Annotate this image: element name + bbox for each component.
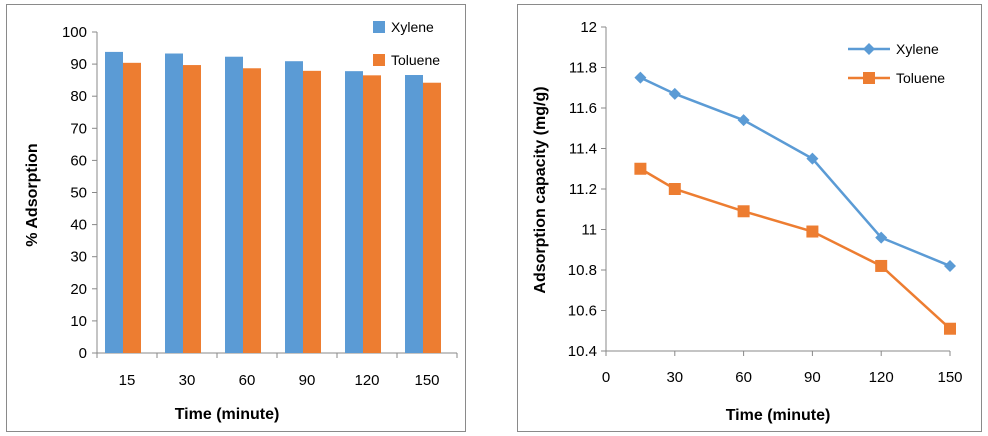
bar-xylene xyxy=(345,71,363,354)
y-tick-label: 11 xyxy=(581,222,597,239)
data-point-xylene xyxy=(737,114,750,127)
x-tick-label: 60 xyxy=(735,369,752,386)
y-tick-label: 11.2 xyxy=(569,181,597,198)
legend-marker-xylene xyxy=(863,43,875,55)
bar-chart-panel: 0 10 20 30 40 50 60 70 80 90 100 15 30 60 90 120 150 Time… xyxy=(6,4,466,432)
x-tick-label: 150 xyxy=(414,372,439,389)
data-point-toluene xyxy=(634,162,647,175)
y-tick-label: 20 xyxy=(70,281,87,298)
data-point-toluene xyxy=(806,225,819,238)
legend-label-xylene: Xylene xyxy=(391,19,434,35)
y-tick-label: 50 xyxy=(70,185,87,202)
bar-toluene xyxy=(363,75,381,354)
bar-toluene xyxy=(123,62,141,353)
x-tick-label: 150 xyxy=(937,369,962,386)
bar-toluene xyxy=(183,65,201,354)
legend-swatch-xylene xyxy=(373,21,385,33)
y-tick-label: 12 xyxy=(580,19,597,36)
bar-xylene xyxy=(285,61,303,353)
y-tick-label: 30 xyxy=(70,249,87,266)
y-tick-label: 40 xyxy=(70,217,87,234)
x-tick-label: 120 xyxy=(869,369,894,386)
bar-xylene xyxy=(405,75,423,353)
x-tick-label: 30 xyxy=(179,372,196,389)
y-tick-label: 11.8 xyxy=(569,60,597,77)
data-point-xylene xyxy=(875,231,888,244)
bar-xylene xyxy=(105,51,123,353)
x-tick-label: 30 xyxy=(666,369,683,386)
series-line-toluene xyxy=(639,167,951,330)
legend-marker-toluene xyxy=(863,72,875,84)
bar-xylene xyxy=(225,56,243,353)
series-line-xylene xyxy=(639,76,951,268)
bar-toluene xyxy=(303,70,321,353)
y-axis-title: Adsorption capacity (mg/g) xyxy=(532,86,549,293)
bar-toluene xyxy=(243,68,261,353)
data-point-toluene xyxy=(668,183,681,195)
y-tick-label: 10.4 xyxy=(568,343,597,360)
data-point-xylene xyxy=(944,259,956,272)
y-tick-label: 70 xyxy=(70,120,87,137)
x-tick-label: 90 xyxy=(299,372,316,389)
data-point-toluene xyxy=(875,259,888,272)
bar-chart: 0 10 20 30 40 50 60 70 80 90 100 15 30 60 90 120 150 Time… xyxy=(24,19,458,423)
data-point-xylene xyxy=(668,87,681,100)
bar-xylene xyxy=(165,53,183,354)
data-point-toluene xyxy=(944,322,956,335)
y-axis-title: % Adsorption xyxy=(24,143,41,246)
y-tick-label: 60 xyxy=(70,152,87,169)
x-tick-label: 15 xyxy=(119,372,136,389)
x-tick-label: 90 xyxy=(804,369,821,386)
x-tick-label: 60 xyxy=(239,372,256,389)
line-chart-panel: 10.4 10.6 10.8 11 11.2 11.4 11.6 11.8 12 0 30 60 90 1… xyxy=(517,4,982,432)
y-tick-label: 10.8 xyxy=(568,262,597,279)
x-tick-label: 120 xyxy=(354,372,379,389)
y-tick-label: 11.6 xyxy=(569,100,597,117)
x-axis-title: Time (minute) xyxy=(726,407,831,424)
y-tick-label: 90 xyxy=(70,56,87,73)
legend-swatch-toluene xyxy=(373,54,385,66)
y-tick-label: 10.6 xyxy=(568,303,597,320)
y-tick-label: 10 xyxy=(70,313,87,330)
y-tick-label: 80 xyxy=(70,88,87,105)
data-point-xylene xyxy=(634,71,647,84)
data-point-toluene xyxy=(737,205,750,218)
legend-label-xylene: Xylene xyxy=(896,41,939,57)
y-tick-label: 0 xyxy=(79,345,87,362)
y-tick-label: 11.4 xyxy=(569,141,597,158)
legend-label-toluene: Toluene xyxy=(391,52,440,68)
bar-toluene xyxy=(423,82,441,353)
x-axis-title: Time (minute) xyxy=(175,406,280,423)
y-tick-label: 100 xyxy=(62,24,87,41)
legend-label-toluene: Toluene xyxy=(896,70,945,86)
x-tick-label: 0 xyxy=(602,369,610,386)
data-point-xylene xyxy=(806,152,819,165)
